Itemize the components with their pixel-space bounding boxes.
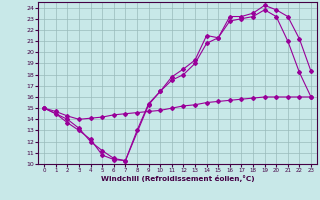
X-axis label: Windchill (Refroidissement éolien,°C): Windchill (Refroidissement éolien,°C) [101, 175, 254, 182]
